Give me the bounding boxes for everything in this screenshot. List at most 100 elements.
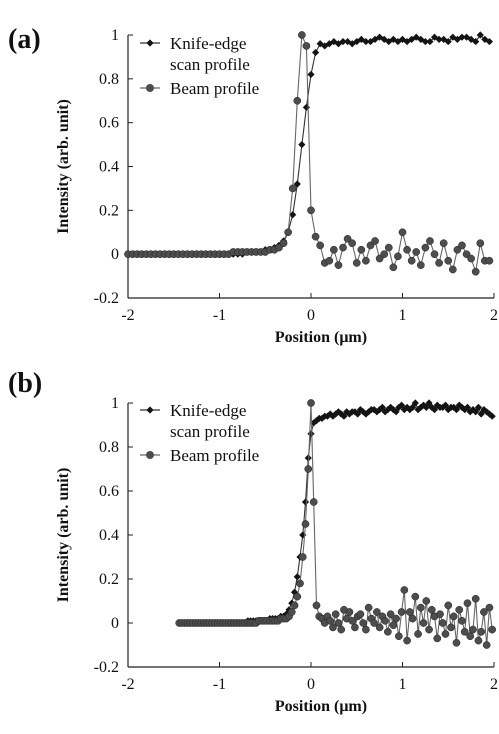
data-point-circle	[384, 627, 392, 636]
data-point-circle	[419, 619, 428, 627]
x-tick-label: 0	[307, 307, 315, 324]
data-point-diamond	[488, 412, 496, 420]
data-point-circle	[304, 465, 313, 473]
data-point-diamond	[453, 35, 461, 43]
data-point-diamond	[466, 408, 474, 416]
legend-entry: Knife-edge scan profile	[170, 34, 250, 74]
data-point-diamond	[365, 408, 373, 416]
legend: Knife-edge scan profile Beam profile	[140, 34, 259, 98]
data-point-diamond	[323, 412, 332, 420]
data-point-diamond	[449, 33, 457, 41]
data-point-diamond	[351, 408, 359, 416]
data-point-diamond	[411, 399, 419, 407]
data-point-diamond	[397, 401, 406, 409]
data-point-circle	[421, 243, 430, 252]
data-point-circle	[448, 265, 457, 274]
data-point-circle	[371, 237, 379, 245]
y-tick-label: 0.2	[99, 202, 119, 219]
data-point-circle	[460, 627, 469, 636]
data-point-diamond	[430, 406, 439, 414]
data-point-circle	[471, 267, 480, 276]
data-point-diamond	[370, 406, 378, 414]
data-point-diamond	[433, 401, 441, 409]
data-point-diamond	[469, 406, 477, 414]
data-point-diamond	[356, 406, 365, 414]
data-point-circle	[290, 601, 299, 610]
data-point-circle	[407, 256, 416, 265]
x-tick-label: 2	[490, 307, 498, 324]
data-point-circle	[330, 245, 338, 254]
data-point-circle	[389, 263, 398, 272]
x-axis-label: Position (μm)	[275, 698, 367, 715]
data-point-circle	[375, 623, 384, 632]
data-point-circle	[312, 601, 321, 610]
data-point-circle	[482, 641, 491, 649]
data-point-diamond	[394, 37, 402, 46]
data-point-diamond	[412, 33, 420, 41]
data-point-circle	[458, 616, 466, 625]
data-point-diamond	[389, 35, 397, 43]
y-tick-label: 1	[111, 27, 119, 44]
panel-label: (b)	[8, 368, 42, 399]
data-point-circle	[449, 612, 458, 621]
y-tick-label: 0.4	[99, 159, 119, 176]
x-tick-label: 1	[399, 676, 407, 693]
data-point-diamond	[298, 140, 306, 149]
data-point-circle	[334, 261, 343, 269]
data-point-diamond	[426, 37, 434, 46]
data-point-circle	[334, 619, 343, 627]
data-point-circle	[298, 31, 306, 39]
y-axis-label: Intensity (arb. unit)	[55, 468, 72, 603]
data-point-diamond	[329, 412, 337, 420]
data-point-circle	[435, 259, 443, 267]
y-tick-label: -0.2	[94, 290, 119, 307]
data-point-diamond	[293, 180, 301, 188]
data-point-diamond	[325, 40, 333, 48]
data-point-circle	[380, 250, 389, 259]
data-point-diamond	[400, 406, 408, 414]
data-point-circle	[284, 228, 292, 237]
data-point-diamond	[387, 403, 395, 411]
data-point-diamond	[458, 403, 466, 411]
data-point-diamond	[430, 33, 439, 41]
data-point-circle	[348, 239, 357, 248]
data-point-circle	[414, 630, 422, 638]
data-point-diamond	[321, 42, 329, 50]
data-point-circle	[436, 610, 444, 619]
data-point-circle	[444, 601, 453, 610]
data-point-circle	[474, 636, 483, 645]
data-point-diamond	[408, 35, 416, 43]
data-point-circle	[293, 592, 302, 601]
data-point-diamond	[311, 48, 320, 57]
data-point-circle	[426, 237, 434, 245]
data-point-circle	[293, 96, 302, 105]
data-point-circle	[430, 250, 439, 259]
y-tick-label: 0	[111, 246, 119, 263]
series-beam-profile	[124, 31, 494, 276]
data-point-circle	[403, 245, 411, 254]
data-point-diamond	[384, 406, 392, 414]
data-point-circle	[339, 243, 347, 252]
data-point-circle	[307, 399, 315, 407]
data-point-circle	[288, 184, 297, 193]
data-point-circle	[301, 520, 310, 528]
y-tick-label: 0.6	[99, 483, 119, 500]
data-point-diamond	[359, 408, 367, 416]
data-point-circle	[329, 623, 337, 632]
data-point-diamond	[307, 70, 315, 79]
data-point-circle	[412, 248, 421, 256]
data-point-circle	[447, 623, 455, 632]
data-point-circle	[476, 239, 485, 248]
data-point-circle	[337, 625, 346, 634]
data-point-circle	[345, 608, 354, 616]
data-point-circle	[425, 625, 433, 634]
data-point-circle	[469, 625, 477, 634]
panel-label: (a)	[8, 24, 41, 55]
data-point-diamond	[302, 103, 311, 111]
y-tick-label: -0.2	[94, 659, 119, 676]
data-point-circle	[427, 605, 436, 614]
data-point-circle	[373, 608, 381, 616]
data-point-diamond	[485, 37, 494, 46]
data-point-circle	[485, 256, 494, 265]
